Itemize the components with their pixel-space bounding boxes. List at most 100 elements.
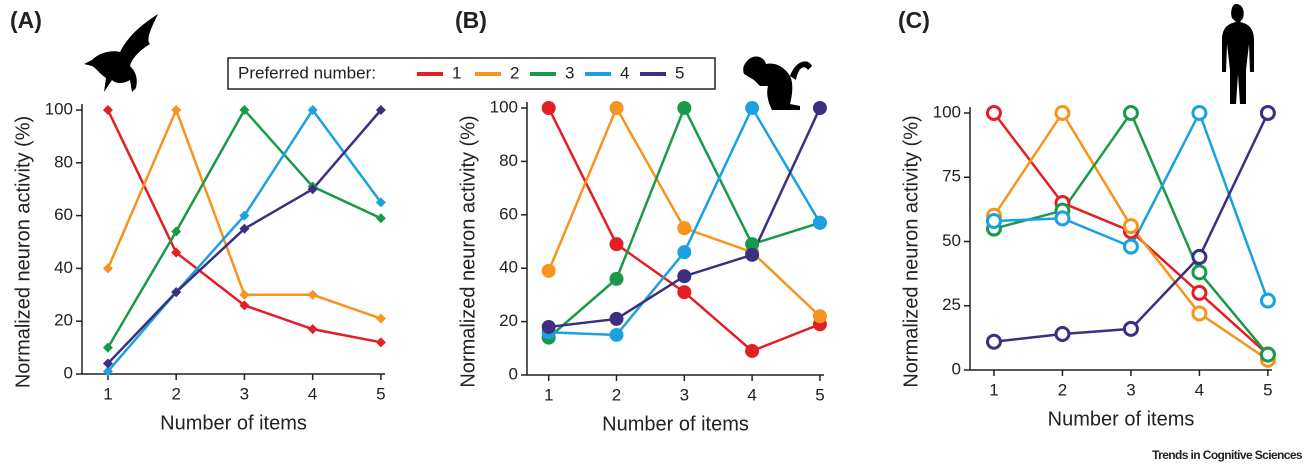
marker xyxy=(1193,286,1206,299)
x-tick-label: 1 xyxy=(989,380,998,399)
marker xyxy=(610,312,624,326)
y-axis-label: Normalized neuron activity (%) xyxy=(12,116,34,388)
marker xyxy=(677,285,691,299)
series-line xyxy=(108,110,381,371)
x-axis-label: Number of items xyxy=(160,412,307,434)
marker xyxy=(677,221,691,235)
x-tick-label: 1 xyxy=(103,384,112,403)
x-tick-label: 1 xyxy=(544,385,553,404)
marker xyxy=(542,320,556,334)
marker xyxy=(542,264,556,278)
legend-label: 2 xyxy=(510,63,519,82)
legend-label: 5 xyxy=(675,63,684,82)
marker xyxy=(610,237,624,251)
x-tick-label: 4 xyxy=(747,385,756,404)
marker xyxy=(745,344,759,358)
marker xyxy=(103,105,113,115)
source: Trends in Cognitive Sciences xyxy=(1152,448,1303,462)
legend-title: Preferred number: xyxy=(238,63,376,82)
y-tick-label: 40 xyxy=(499,258,518,277)
panel-label: (B) xyxy=(455,7,487,33)
x-tick-label: 2 xyxy=(1058,380,1067,399)
marker xyxy=(542,101,556,115)
marker xyxy=(1261,348,1274,361)
marker xyxy=(376,337,386,347)
y-tick-label: 100 xyxy=(45,99,73,118)
y-tick-label: 80 xyxy=(54,152,73,171)
marker xyxy=(813,101,827,115)
legend-label: 1 xyxy=(452,63,461,82)
legend-label: 4 xyxy=(620,63,629,82)
x-axis-label: Number of items xyxy=(1048,408,1195,430)
marker xyxy=(987,335,1000,348)
marker xyxy=(987,107,1000,120)
marker xyxy=(1193,266,1206,279)
y-tick-label: 100 xyxy=(490,97,518,116)
marker xyxy=(610,328,624,342)
panel-label: (C) xyxy=(898,7,930,33)
x-tick-label: 3 xyxy=(240,384,249,403)
marker xyxy=(745,248,759,262)
marker xyxy=(677,245,691,259)
marker xyxy=(376,213,386,223)
marker xyxy=(1261,294,1274,307)
y-tick-label: 20 xyxy=(54,311,73,330)
x-axis-label: Number of items xyxy=(602,413,749,435)
marker xyxy=(308,324,318,334)
human-icon xyxy=(1222,4,1254,104)
marker xyxy=(745,101,759,115)
marker xyxy=(1124,220,1137,233)
marker xyxy=(1124,240,1137,253)
x-tick-label: 5 xyxy=(1263,380,1272,399)
y-tick-label: 100 xyxy=(933,102,961,121)
marker xyxy=(171,105,181,115)
marker xyxy=(1193,107,1206,120)
x-tick-label: 2 xyxy=(171,384,180,403)
x-tick-label: 2 xyxy=(612,385,621,404)
y-tick-label: 60 xyxy=(499,204,518,223)
x-tick-label: 5 xyxy=(815,385,824,404)
y-axis-label: Normalized neuron activity (%) xyxy=(900,115,922,387)
y-tick-label: 50 xyxy=(942,231,961,250)
series-line xyxy=(549,108,820,316)
marker xyxy=(677,101,691,115)
x-tick-label: 4 xyxy=(1195,380,1204,399)
y-tick-label: 75 xyxy=(942,167,961,186)
marker xyxy=(1056,328,1069,341)
marker xyxy=(1193,307,1206,320)
marker xyxy=(1261,107,1274,120)
y-tick-label: 20 xyxy=(499,311,518,330)
marker xyxy=(239,290,249,300)
legend-label: 3 xyxy=(565,63,574,82)
marker xyxy=(1056,212,1069,225)
y-tick-label: 0 xyxy=(952,359,961,378)
x-tick-label: 4 xyxy=(308,384,317,403)
marker xyxy=(987,214,1000,227)
x-tick-label: 3 xyxy=(680,385,689,404)
panel-label: (A) xyxy=(10,7,42,33)
y-tick-label: 60 xyxy=(54,205,73,224)
marker xyxy=(1193,250,1206,263)
y-tick-label: 0 xyxy=(64,363,73,382)
y-tick-label: 0 xyxy=(509,364,518,383)
y-tick-label: 80 xyxy=(499,151,518,170)
marker xyxy=(308,290,318,300)
marker xyxy=(1056,107,1069,120)
marker xyxy=(677,269,691,283)
y-tick-label: 25 xyxy=(942,295,961,314)
crow-icon xyxy=(84,14,158,92)
figure: Preferred number: Trends in Cognitive Sc… xyxy=(0,0,1306,470)
x-tick-label: 5 xyxy=(376,384,385,403)
marker xyxy=(376,314,386,324)
y-tick-label: 40 xyxy=(54,258,73,277)
marker xyxy=(1124,322,1137,335)
marker xyxy=(610,272,624,286)
marker xyxy=(813,216,827,230)
marker xyxy=(1124,107,1137,120)
marker xyxy=(103,263,113,273)
y-axis-label: Normalized neuron activity (%) xyxy=(457,115,479,387)
marker xyxy=(610,101,624,115)
x-tick-label: 3 xyxy=(1126,380,1135,399)
series-line xyxy=(994,113,1268,301)
marker xyxy=(813,309,827,323)
